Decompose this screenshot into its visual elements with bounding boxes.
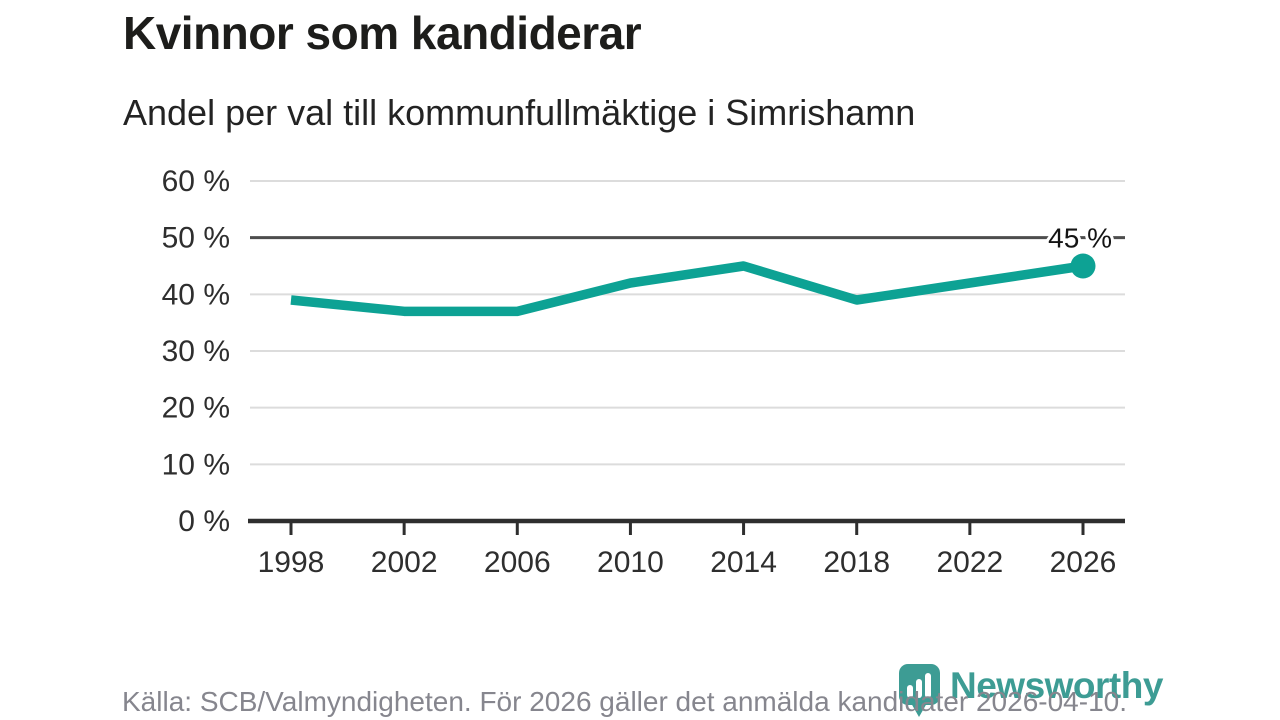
y-axis-tick-label: 30 % <box>162 335 230 368</box>
source-text: Källa: SCB/Valmyndigheten. För 2026 gäll… <box>122 686 1127 717</box>
data-line <box>290 261 1084 317</box>
end-value-label: 45 % <box>1048 223 1112 254</box>
y-axis-tick-label: 0 % <box>178 505 230 538</box>
y-axis-tick-label: 20 % <box>162 392 230 425</box>
x-axis-tick-label: 2018 <box>823 546 890 579</box>
y-axis-tick-label: 60 % <box>162 165 230 198</box>
y-axis-tick-label: 50 % <box>162 222 230 255</box>
y-axis-tick-label: 40 % <box>162 278 230 311</box>
x-axis-tick-label: 2002 <box>371 546 438 579</box>
x-axis-tick-label: 2010 <box>597 546 664 579</box>
newsworthy-logo: Newsworthy <box>898 664 1163 720</box>
x-axis-tick-label: 2006 <box>484 546 551 579</box>
x-axis-tick-label: 2026 <box>1050 546 1117 579</box>
x-axis-tick-label: 1998 <box>258 546 325 579</box>
end-point-marker <box>1070 253 1096 279</box>
x-axis-tick-label: 2014 <box>710 546 777 579</box>
newsworthy-pin-chart-icon <box>899 664 940 717</box>
chart-subtitle: Andel per val till kommunfullmäktige i S… <box>123 92 916 133</box>
x-axis-tick-label: 2022 <box>936 546 1003 579</box>
y-axis-tick-label: 10 % <box>162 448 230 481</box>
chart-title: Kvinnor som kandiderar <box>123 7 642 59</box>
newsworthy-logo-text: Newsworthy <box>950 665 1163 706</box>
